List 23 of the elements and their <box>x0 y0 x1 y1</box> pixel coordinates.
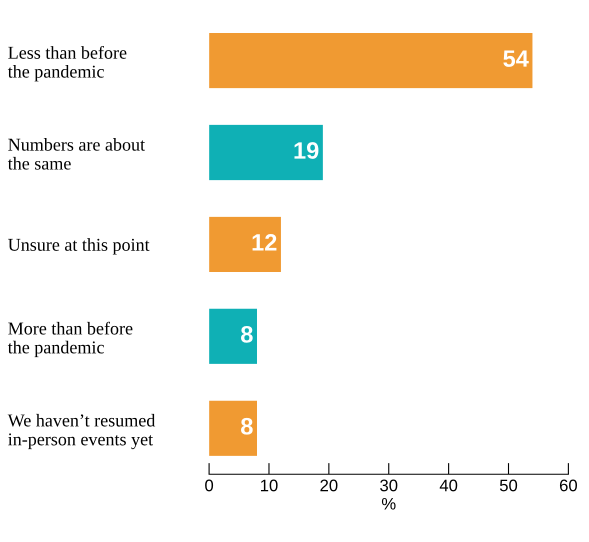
y-tick-label: Less than before the pandemic <box>8 46 126 82</box>
y-tick-label: We haven’t resumed in-person events yet <box>8 414 156 450</box>
x-tick-label: 50 <box>500 480 518 492</box>
y-tick-label: Unsure at this point <box>8 238 150 255</box>
data-label: 12 <box>252 234 276 251</box>
x-tick-label: 30 <box>380 480 398 492</box>
bar <box>209 124 323 180</box>
x-tick-label: 20 <box>320 480 338 492</box>
data-label: 8 <box>241 326 253 343</box>
x-tick-label: 10 <box>260 480 278 492</box>
y-tick-label: More than before the pandemic <box>8 322 132 358</box>
x-tick-label: 0 <box>205 480 214 492</box>
bar <box>209 216 281 272</box>
bar <box>209 400 257 456</box>
x-axis-title: % <box>382 498 396 510</box>
data-label: 54 <box>503 50 529 67</box>
bar <box>209 308 257 364</box>
x-tick-label: 60 <box>560 480 578 492</box>
y-tick-label: Numbers are about the same <box>8 138 145 170</box>
data-label: 8 <box>241 418 253 435</box>
bar <box>209 33 532 88</box>
data-label: 19 <box>294 142 318 159</box>
x-tick-label: 40 <box>440 480 458 492</box>
